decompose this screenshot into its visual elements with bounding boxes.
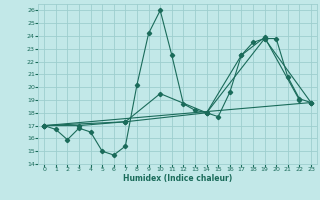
X-axis label: Humidex (Indice chaleur): Humidex (Indice chaleur) xyxy=(123,174,232,183)
